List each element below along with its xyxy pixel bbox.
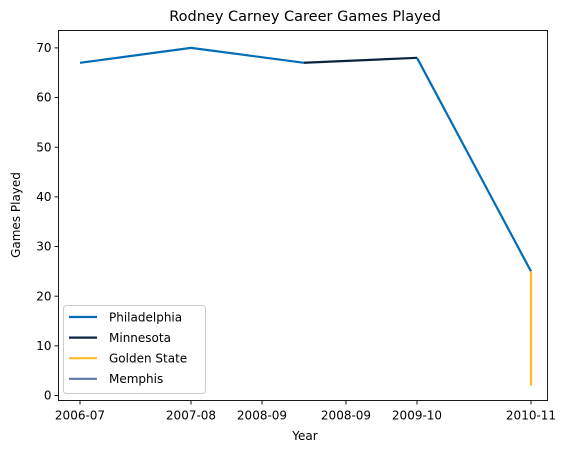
series-line-philadelphia <box>416 57 532 272</box>
legend: Philadelphia Minnesota Golden State Memphis <box>63 305 206 394</box>
y-axis-label: Games Played <box>9 172 23 258</box>
plot-area <box>58 30 548 401</box>
x-tick-label: 2007-08 <box>166 409 216 423</box>
y-axis: 0 10 20 30 40 50 60 70 <box>36 41 59 403</box>
series-line-philadelphia <box>79 46 305 64</box>
chart-title: Rodney Carney Career Games Played <box>169 9 441 25</box>
y-tick-label: 0 <box>44 389 52 403</box>
y-tick-label: 70 <box>36 41 51 55</box>
x-tick-label: 2010-11 <box>506 409 556 423</box>
y-tick-label: 20 <box>36 289 51 303</box>
legend-label: Golden State <box>109 352 187 366</box>
x-axis: 2006-07 2007-08 2008-09 2008-09 2009-10 2010-… <box>55 400 556 423</box>
x-axis-label: Year <box>291 429 317 443</box>
x-tick-label: 2008-09 <box>237 409 287 423</box>
y-tick-label: 30 <box>36 240 51 254</box>
y-tick-label: 60 <box>36 91 51 105</box>
legend-label: Minnesota <box>109 331 171 345</box>
legend-box <box>63 305 206 394</box>
series-line-minnesota <box>303 56 418 64</box>
x-tick-label: 2008-09 <box>321 409 371 423</box>
legend-label: Memphis <box>109 372 163 386</box>
x-tick-label: 2009-10 <box>392 409 442 423</box>
plot-lines <box>79 46 533 386</box>
y-tick-label: 50 <box>36 140 51 154</box>
legend-label: Philadelphia <box>109 310 182 324</box>
y-tick-label: 10 <box>36 339 51 353</box>
y-tick-label: 40 <box>36 190 51 204</box>
x-tick-label: 2006-07 <box>55 409 105 423</box>
